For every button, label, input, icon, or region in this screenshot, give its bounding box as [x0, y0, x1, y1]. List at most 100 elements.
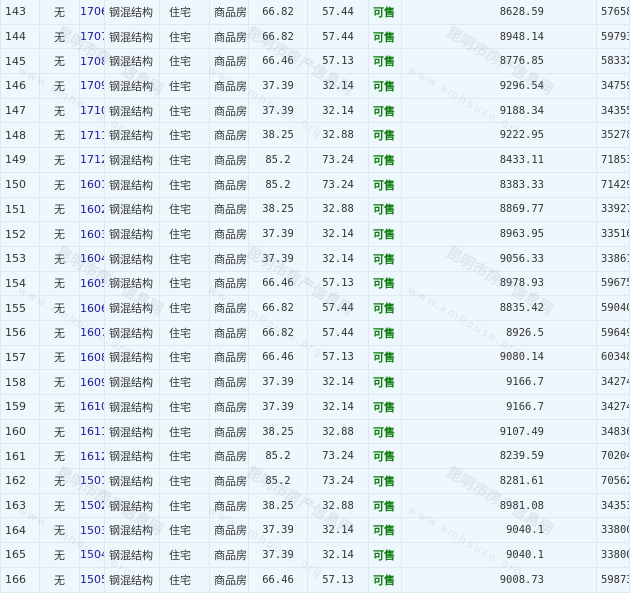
row-number: 157 — [0, 344, 40, 371]
presale-flag: 无 — [39, 369, 80, 395]
housing-type: 商品房 — [209, 566, 249, 593]
unit-price: 8281.61 — [401, 468, 597, 494]
unit-price: 8926.5 — [401, 319, 597, 346]
unit-number-link[interactable]: 1608 — [79, 344, 105, 371]
row-number: 148 — [0, 122, 40, 149]
presale-flag: 无 — [39, 171, 80, 198]
usage-type: 住宅 — [159, 443, 210, 470]
unit-number-link[interactable]: 1712 — [79, 147, 105, 173]
unit-number-link[interactable]: 1605 — [79, 270, 105, 297]
inner-area: 57.13 — [307, 48, 369, 75]
floor-area: 85.2 — [248, 171, 308, 198]
inner-area: 32.14 — [307, 369, 369, 395]
unit-number-link[interactable]: 1611 — [79, 418, 105, 445]
unit-number-link[interactable]: 1601 — [79, 171, 105, 198]
housing-type: 商品房 — [209, 196, 249, 223]
inner-area: 57.44 — [307, 295, 369, 321]
row-number: 152 — [0, 221, 40, 247]
unit-number-link[interactable]: 1708 — [79, 48, 105, 75]
floor-area: 66.82 — [248, 295, 308, 321]
unit-number-link[interactable]: 1612 — [79, 443, 105, 470]
structure-type: 钢混结构 — [104, 517, 160, 544]
floor-area: 66.46 — [248, 270, 308, 297]
unit-number-link[interactable]: 1502 — [79, 492, 105, 519]
unit-price: 9080.14 — [401, 344, 597, 371]
housing-type: 商品房 — [209, 369, 249, 395]
total-price: 342743.1 — [596, 394, 630, 420]
usage-type: 住宅 — [159, 344, 210, 371]
total-price: 343552.22 — [596, 97, 630, 124]
usage-type: 住宅 — [159, 566, 210, 593]
unit-number-link[interactable]: 1604 — [79, 245, 105, 272]
unit-price: 8978.93 — [401, 270, 597, 297]
usage-type: 住宅 — [159, 23, 210, 50]
row-number: 159 — [0, 394, 40, 420]
unit-number-link[interactable]: 1501 — [79, 468, 105, 494]
inner-area: 57.44 — [307, 0, 369, 25]
floor-area: 37.39 — [248, 369, 308, 395]
inner-area: 32.88 — [307, 122, 369, 149]
sale-status: 可售 — [368, 73, 402, 99]
usage-type: 住宅 — [159, 492, 210, 519]
housing-type: 商品房 — [209, 319, 249, 346]
unit-number-link[interactable]: 1610 — [79, 394, 105, 420]
sale-status: 可售 — [368, 171, 402, 198]
row-number: 145 — [0, 48, 40, 75]
unit-price: 8869.77 — [401, 196, 597, 223]
presale-flag: 无 — [39, 97, 80, 124]
unit-number-link[interactable]: 1505 — [79, 566, 105, 593]
inner-area: 57.44 — [307, 23, 369, 50]
usage-type: 住宅 — [159, 73, 210, 99]
unit-number-link[interactable]: 1606 — [79, 295, 105, 321]
unit-number-link[interactable]: 1504 — [79, 542, 105, 568]
floor-area: 38.25 — [248, 122, 308, 149]
floor-area: 85.2 — [248, 147, 308, 173]
sale-status: 可售 — [368, 566, 402, 593]
unit-price: 8239.59 — [401, 443, 597, 470]
table-row: 151无1602钢混结构住宅商品房38.2532.88可售8869.773392… — [0, 196, 630, 223]
unit-number-link[interactable]: 1710 — [79, 97, 105, 124]
sale-status: 可售 — [368, 443, 402, 470]
total-price: 347597.82 — [596, 73, 630, 99]
usage-type: 住宅 — [159, 468, 210, 494]
structure-type: 钢混结构 — [104, 196, 160, 223]
floor-area: 85.2 — [248, 443, 308, 470]
unit-number-link[interactable]: 1706 — [79, 0, 105, 25]
unit-number-link[interactable]: 1607 — [79, 319, 105, 346]
floor-area: 37.39 — [248, 221, 308, 247]
housing-type: 商品房 — [209, 418, 249, 445]
unit-number-link[interactable]: 1709 — [79, 73, 105, 99]
total-price: 343534.54 — [596, 492, 630, 519]
row-number: 161 — [0, 443, 40, 470]
structure-type: 钢混结构 — [104, 319, 160, 346]
structure-type: 钢混结构 — [104, 295, 160, 321]
unit-price: 8963.95 — [401, 221, 597, 247]
unit-number-link[interactable]: 1609 — [79, 369, 105, 395]
unit-price: 9166.7 — [401, 369, 597, 395]
sale-status: 可售 — [368, 97, 402, 124]
table-row: 149无1712钢混结构住宅商品房85.273.24可售8433.1171853… — [0, 147, 630, 173]
inner-area: 32.14 — [307, 542, 369, 568]
housing-type: 商品房 — [209, 0, 249, 25]
floor-area: 66.46 — [248, 566, 308, 593]
presale-flag: 无 — [39, 73, 80, 99]
table-row: 154无1605钢混结构住宅商品房66.4657.13可售8978.935967… — [0, 270, 630, 297]
unit-price: 8835.42 — [401, 295, 597, 321]
floor-area: 85.2 — [248, 468, 308, 494]
unit-number-link[interactable]: 1603 — [79, 221, 105, 247]
housing-type: 商品房 — [209, 517, 249, 544]
table-row: 162无1501钢混结构住宅商品房85.273.24可售8281.6170562… — [0, 468, 630, 494]
inner-area: 32.88 — [307, 418, 369, 445]
unit-number-link[interactable]: 1602 — [79, 196, 105, 223]
table-row: 160无1611钢混结构住宅商品房38.2532.88可售9107.493483… — [0, 418, 630, 445]
total-price: 583328.25 — [596, 48, 630, 75]
unit-number-link[interactable]: 1711 — [79, 122, 105, 149]
unit-number-link[interactable]: 1503 — [79, 517, 105, 544]
housing-type: 商品房 — [209, 122, 249, 149]
table-row: 163无1502钢混结构住宅商品房38.2532.88可售8981.083435… — [0, 492, 630, 519]
presale-flag: 无 — [39, 48, 80, 75]
structure-type: 钢混结构 — [104, 394, 160, 420]
unit-number-link[interactable]: 1707 — [79, 23, 105, 50]
housing-type: 商品房 — [209, 468, 249, 494]
